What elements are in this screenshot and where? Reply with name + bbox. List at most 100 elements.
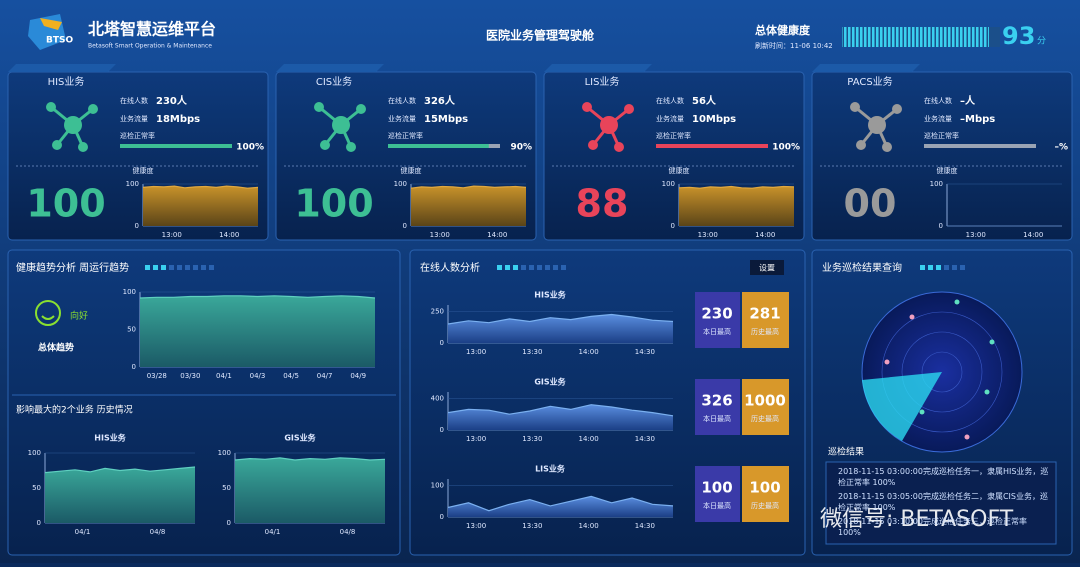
deco xyxy=(529,265,534,270)
icon-node xyxy=(614,142,624,152)
radar-dot xyxy=(919,409,925,415)
score: 93 xyxy=(1002,22,1035,50)
label: 业务流量 xyxy=(120,114,148,123)
x-tick-label: 03/30 xyxy=(180,372,200,380)
card-tab xyxy=(544,64,652,72)
y-tick-label: 50 xyxy=(222,484,231,492)
x-tick-label: 13:30 xyxy=(522,435,542,443)
card-name: CIS业务 xyxy=(316,75,352,88)
x-tick-label: 13:00 xyxy=(466,522,486,530)
label: 在线人数 xyxy=(656,96,684,105)
x-tick-label: 14:30 xyxy=(635,348,655,356)
value: 10Mbps xyxy=(692,114,736,125)
deco xyxy=(209,265,214,270)
deco xyxy=(952,265,957,270)
health-value: 88 xyxy=(576,182,629,226)
value: 326人 xyxy=(424,94,456,107)
label: 健康度 xyxy=(669,166,690,175)
deco xyxy=(497,265,502,270)
label: 在线人数 xyxy=(120,96,148,105)
icon-node xyxy=(314,102,324,112)
rate-label: 100% xyxy=(236,143,264,153)
area xyxy=(411,186,526,226)
icon-node xyxy=(892,104,902,114)
icon-node xyxy=(332,116,350,134)
deco xyxy=(169,265,174,270)
x-tick-label: 03/28 xyxy=(147,372,167,380)
history-box xyxy=(742,379,789,435)
line xyxy=(447,313,674,325)
chart-title: GIS业务 xyxy=(284,433,316,443)
card-name: LIS业务 xyxy=(585,75,620,88)
panel-title: 健康趋势分析 周运行趋势 xyxy=(16,261,129,274)
rate-bar xyxy=(656,144,768,148)
card-name: HIS业务 xyxy=(48,75,85,88)
x-tick-label: 13:00 xyxy=(966,231,986,239)
history-value: 1000 xyxy=(744,392,786,410)
icon-node xyxy=(882,142,892,152)
y-tick-label: 0 xyxy=(403,222,407,230)
log-item: 2018-11-15 03:00:00完成巡检任务一，隶属HIS业务，巡检正常率… xyxy=(838,467,1049,487)
icon-node xyxy=(856,140,866,150)
health-value: 100 xyxy=(294,182,373,226)
deco xyxy=(561,265,566,270)
button[interactable] xyxy=(750,260,784,275)
x-tick-label: 04/1 xyxy=(75,528,91,536)
rate-bar xyxy=(120,144,232,148)
log-item: 2018-11-15 03:10:00完成巡检任务三，巡检正常率 100% xyxy=(838,517,1027,537)
icon-node xyxy=(78,142,88,152)
x-tick-label: 14:00 xyxy=(219,231,239,239)
deco xyxy=(201,265,206,270)
label: 在线人数 xyxy=(924,96,952,105)
y-tick-label: 400 xyxy=(431,394,444,402)
value: –人 xyxy=(960,94,976,107)
deco xyxy=(920,265,925,270)
area xyxy=(448,314,673,343)
card-name: PACS业务 xyxy=(847,75,892,88)
today-box xyxy=(695,292,740,348)
line xyxy=(142,185,259,189)
x-tick-label: 14:30 xyxy=(635,522,655,530)
x-tick-label: 04/9 xyxy=(350,372,366,380)
history-label: 历史最高 xyxy=(751,327,779,336)
label: 业务流量 xyxy=(924,114,952,123)
log-box xyxy=(825,461,1057,545)
label: 健康度 xyxy=(937,166,958,175)
dashboard-title: 医院业务管理驾驶舱 xyxy=(486,28,595,43)
today-box xyxy=(695,466,740,522)
deco xyxy=(513,265,518,270)
today-label: 本日最高 xyxy=(703,414,731,423)
x-tick-label: 04/8 xyxy=(150,528,166,536)
x-tick-label: 04/5 xyxy=(283,372,299,380)
history-label: 历史最高 xyxy=(751,501,779,510)
x-tick-label: 13:00 xyxy=(466,435,486,443)
x-tick-label: 14:00 xyxy=(1023,231,1043,239)
x-tick-label: 14:00 xyxy=(487,231,507,239)
today-value: 100 xyxy=(701,479,732,497)
app-subtitle: Betasoft Smart Operation & Maintenance xyxy=(88,43,212,50)
icon-node xyxy=(624,104,634,114)
deco xyxy=(545,265,550,270)
smiley xyxy=(35,300,61,326)
icon-node xyxy=(64,116,82,134)
history-box xyxy=(742,292,789,348)
y-tick-label: 100 xyxy=(930,180,943,188)
deco xyxy=(505,265,510,270)
deco xyxy=(145,265,150,270)
x-tick-label: 13:30 xyxy=(522,348,542,356)
icon-node xyxy=(850,102,860,112)
card-tab xyxy=(812,64,920,72)
icon-node xyxy=(582,102,592,112)
icon-node xyxy=(52,140,62,150)
y-tick-label: 100 xyxy=(431,481,444,489)
line xyxy=(234,457,386,461)
radar-dot xyxy=(954,299,960,305)
radar-ring xyxy=(901,331,983,413)
y-tick-label: 100 xyxy=(126,180,139,188)
logo-text: BTSO xyxy=(46,36,73,46)
x-tick-label: 14:00 xyxy=(579,522,599,530)
log-list: 2018-11-15 03:00:00完成巡检任务一，隶属HIS业务，巡检正常率… xyxy=(830,466,1052,542)
x-tick-label: 13:00 xyxy=(466,348,486,356)
